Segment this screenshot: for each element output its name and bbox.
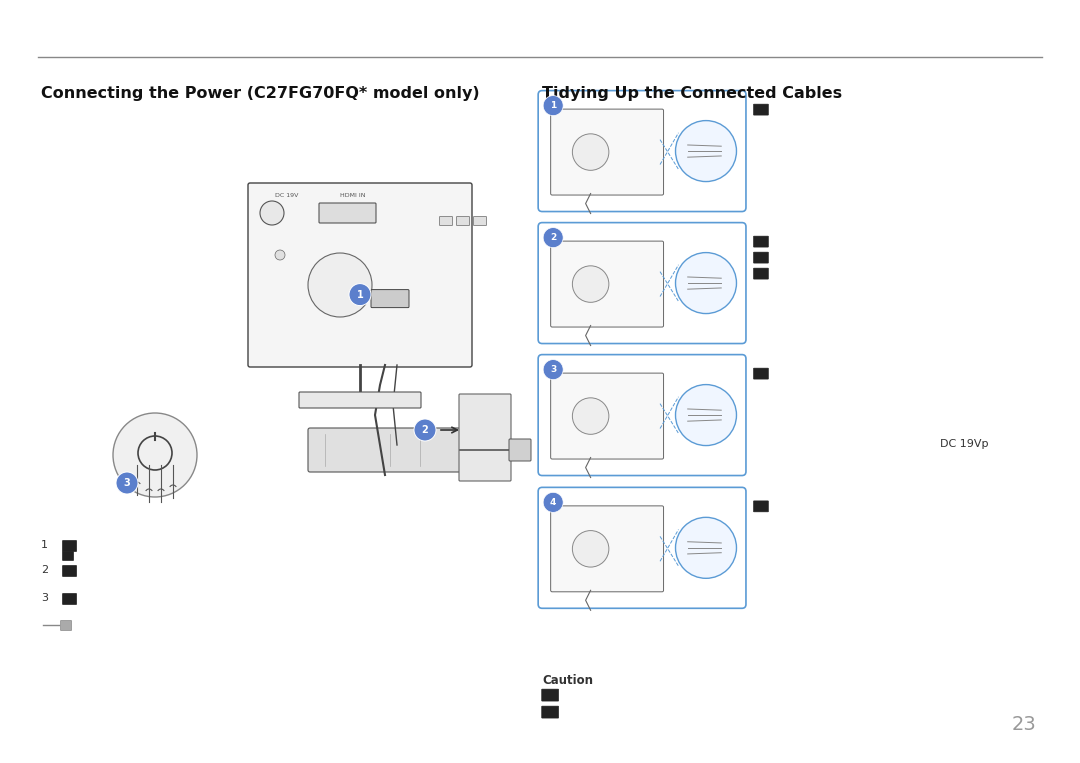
Text: 2: 2 — [421, 425, 429, 435]
FancyBboxPatch shape — [440, 217, 453, 226]
Text: 3: 3 — [550, 365, 556, 374]
FancyBboxPatch shape — [459, 394, 511, 481]
FancyBboxPatch shape — [308, 428, 462, 472]
FancyBboxPatch shape — [542, 689, 558, 701]
Circle shape — [572, 398, 609, 434]
Text: DC 19Vp: DC 19Vp — [940, 439, 988, 449]
FancyBboxPatch shape — [372, 290, 409, 307]
Text: Connecting the Power (C27FG70FQ* model only): Connecting the Power (C27FG70FQ* model o… — [41, 86, 480, 101]
FancyBboxPatch shape — [63, 565, 77, 577]
Text: 1: 1 — [41, 540, 48, 550]
FancyBboxPatch shape — [63, 552, 73, 561]
FancyBboxPatch shape — [542, 706, 558, 718]
Circle shape — [675, 121, 737, 182]
Circle shape — [260, 201, 284, 225]
FancyBboxPatch shape — [63, 540, 77, 552]
Circle shape — [543, 492, 563, 513]
FancyBboxPatch shape — [538, 488, 746, 608]
FancyBboxPatch shape — [551, 506, 663, 592]
FancyBboxPatch shape — [754, 252, 769, 263]
Circle shape — [349, 284, 372, 306]
FancyBboxPatch shape — [473, 217, 486, 226]
Circle shape — [675, 253, 737, 314]
Text: 3: 3 — [123, 478, 131, 488]
Circle shape — [543, 227, 563, 248]
FancyBboxPatch shape — [551, 109, 663, 195]
Circle shape — [275, 250, 285, 260]
Text: HDMI IN: HDMI IN — [340, 193, 365, 198]
Text: 4: 4 — [550, 498, 556, 507]
Circle shape — [543, 359, 563, 380]
Text: 1: 1 — [550, 101, 556, 110]
Circle shape — [414, 419, 436, 441]
FancyBboxPatch shape — [509, 439, 531, 461]
Text: 23: 23 — [1012, 715, 1037, 734]
Circle shape — [543, 95, 563, 116]
FancyBboxPatch shape — [551, 241, 663, 327]
Text: DC 19V: DC 19V — [275, 193, 298, 198]
Circle shape — [572, 530, 609, 567]
FancyBboxPatch shape — [319, 203, 376, 223]
Text: Tidying Up the Connected Cables: Tidying Up the Connected Cables — [542, 86, 842, 101]
Text: Caution: Caution — [542, 674, 593, 687]
FancyBboxPatch shape — [754, 268, 769, 279]
FancyBboxPatch shape — [248, 183, 472, 367]
Circle shape — [572, 134, 609, 170]
FancyBboxPatch shape — [457, 217, 470, 226]
Text: 1: 1 — [356, 290, 363, 300]
FancyBboxPatch shape — [299, 392, 421, 408]
FancyBboxPatch shape — [551, 373, 663, 459]
Circle shape — [675, 517, 737, 578]
Text: 2: 2 — [550, 233, 556, 242]
Text: 2: 2 — [41, 565, 49, 575]
FancyBboxPatch shape — [754, 236, 769, 247]
FancyBboxPatch shape — [538, 91, 746, 211]
Circle shape — [675, 385, 737, 446]
Circle shape — [572, 266, 609, 302]
Circle shape — [116, 472, 138, 494]
FancyBboxPatch shape — [754, 368, 769, 379]
FancyBboxPatch shape — [60, 620, 71, 630]
Circle shape — [308, 253, 372, 317]
FancyBboxPatch shape — [538, 223, 746, 343]
Circle shape — [113, 413, 197, 497]
FancyBboxPatch shape — [63, 594, 77, 604]
FancyBboxPatch shape — [754, 501, 769, 512]
FancyBboxPatch shape — [754, 104, 769, 115]
Text: 3: 3 — [41, 593, 48, 603]
FancyBboxPatch shape — [538, 355, 746, 475]
